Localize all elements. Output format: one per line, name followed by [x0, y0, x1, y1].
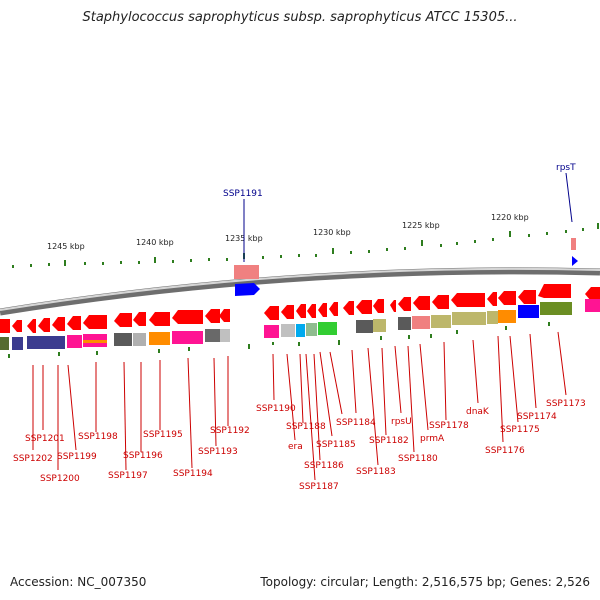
gene-label[interactable]: SSP1193 [198, 447, 238, 457]
genome-backbone [0, 267, 600, 316]
gene-feature[interactable] [571, 238, 576, 250]
gene-arrow[interactable] [318, 303, 327, 317]
gene-arrow[interactable] [487, 292, 497, 306]
gene-label[interactable]: SSP1199 [57, 452, 97, 462]
gene-arrow[interactable] [432, 295, 449, 309]
scale-label-1225: 1225 kbp [402, 221, 440, 230]
gene-arrow[interactable] [498, 291, 516, 305]
gene-label[interactable]: SSP1186 [304, 461, 344, 471]
gene-arrow[interactable] [235, 283, 260, 296]
gene-label[interactable]: SSP1174 [517, 412, 557, 422]
accession-text: Accession: NC_007350 [10, 575, 147, 589]
gene-arrow[interactable] [307, 304, 316, 318]
genome-summary-text: Topology: circular; Length: 2,516,575 bp… [260, 575, 590, 589]
map-title: Staphylococcus saprophyticus subsp. sapr… [82, 10, 518, 25]
gene-label[interactable]: rpsU [391, 417, 412, 427]
gene-arrow[interactable] [343, 301, 354, 315]
gene-arrow[interactable] [413, 296, 430, 310]
minus-strand-arrows [0, 284, 600, 333]
top-label-ssp1191[interactable]: SSP1191 [223, 189, 263, 199]
gene-label[interactable]: SSP1173 [546, 399, 586, 409]
gene-arrow[interactable] [149, 312, 170, 326]
gene-label[interactable]: SSP1200 [40, 474, 80, 484]
gene-arrow[interactable] [219, 309, 230, 322]
gene-arrow[interactable] [83, 315, 107, 329]
gene-arrow[interactable] [585, 287, 600, 301]
gene-arrow[interactable] [356, 300, 372, 314]
gene-arrow[interactable] [572, 256, 578, 266]
scale-label-1245: 1245 kbp [47, 242, 85, 251]
gene-arrow[interactable] [0, 319, 10, 333]
category-boxes [0, 299, 600, 350]
gene-label[interactable]: dnaK [466, 407, 490, 417]
gene-label[interactable]: SSP1194 [173, 469, 213, 479]
gene-label[interactable]: SSP1196 [123, 451, 163, 461]
gene-label[interactable]: SSP1195 [143, 430, 183, 440]
gene-label[interactable]: SSP1176 [485, 446, 525, 456]
top-label-rpst[interactable]: rpsT [556, 163, 576, 173]
bottom-label-lines [32, 331, 567, 481]
gene-label[interactable]: prmA [420, 434, 445, 444]
top-label-lines [243, 172, 573, 262]
gene-label[interactable]: SSP1178 [429, 421, 469, 431]
gene-label[interactable]: SSP1198 [78, 432, 118, 442]
gene-arrow[interactable] [67, 316, 81, 330]
gene-arrow[interactable] [264, 306, 279, 320]
gene-arrow[interactable] [390, 300, 396, 312]
gene-arrow[interactable] [114, 313, 132, 327]
gene-arrow[interactable] [538, 284, 571, 298]
gene-label[interactable]: SSP1175 [500, 425, 540, 435]
genome-backbone-highlight [0, 267, 600, 311]
gene-arrow[interactable] [281, 305, 294, 319]
gene-arrow[interactable] [329, 302, 338, 316]
scale-ticks [12, 223, 599, 268]
gene-arrow[interactable] [27, 319, 36, 333]
gene-label[interactable]: SSP1187 [299, 482, 339, 492]
gene-arrow[interactable] [205, 309, 220, 323]
gene-label[interactable]: SSP1180 [398, 454, 438, 464]
gene-arrow[interactable] [296, 304, 306, 318]
gene-label[interactable]: SSP1182 [369, 436, 409, 446]
gene-arrow[interactable] [38, 318, 50, 332]
gene-arrow[interactable] [451, 293, 485, 307]
gene-label[interactable]: SSP1183 [356, 467, 396, 477]
gene-label[interactable]: SSP1185 [316, 440, 356, 450]
plus-strand-genes [234, 238, 578, 296]
gene-arrow[interactable] [172, 310, 203, 324]
scale-label-1240: 1240 kbp [136, 238, 174, 247]
category-markers [8, 322, 550, 358]
gene-feature[interactable] [234, 265, 259, 279]
gene-arrow[interactable] [373, 299, 384, 313]
scale-label-1230: 1230 kbp [313, 228, 351, 237]
gene-arrow[interactable] [398, 297, 411, 311]
gene-arrow[interactable] [52, 317, 65, 331]
gene-label[interactable]: era [288, 442, 303, 452]
gene-arrow[interactable] [133, 312, 146, 326]
gene-label[interactable]: SSP1202 [13, 454, 53, 464]
gene-label[interactable]: SSP1188 [286, 422, 326, 432]
gene-label[interactable]: SSP1192 [210, 426, 250, 436]
gene-arrow[interactable] [12, 320, 22, 332]
gene-arrow[interactable] [518, 290, 536, 304]
scale-label-1220: 1220 kbp [491, 213, 529, 222]
gene-label[interactable]: SSP1190 [256, 404, 296, 414]
gene-label[interactable]: SSP1197 [108, 471, 148, 481]
gene-label[interactable]: SSP1201 [25, 434, 65, 444]
gene-label[interactable]: SSP1184 [336, 418, 376, 428]
